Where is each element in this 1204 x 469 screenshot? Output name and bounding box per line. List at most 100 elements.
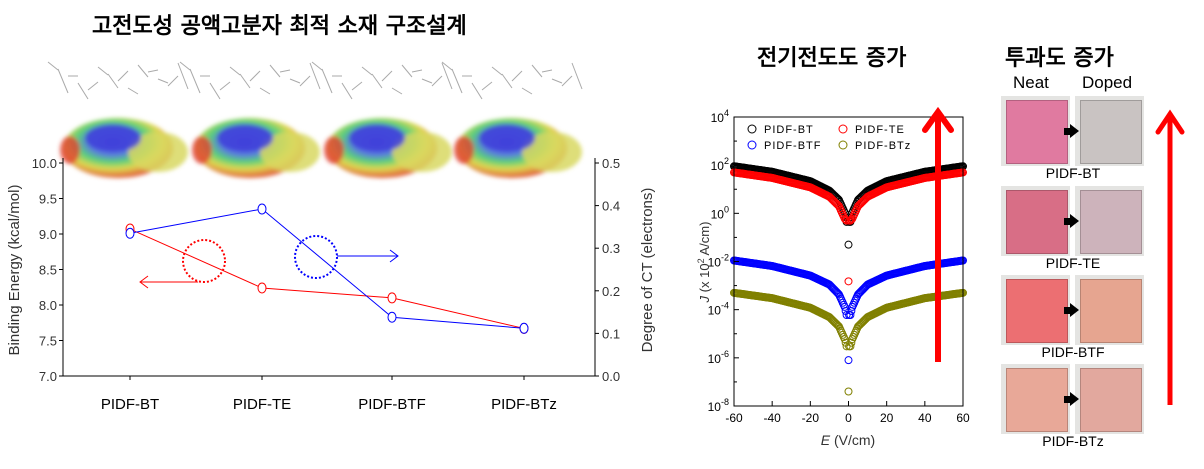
right-title: 투과도 증가 [1005, 46, 1114, 71]
bond-line [321, 68, 333, 94]
conductivity-arrowhead [922, 106, 954, 133]
y-tick-label: 104 [711, 108, 729, 125]
y2-tick-label: 0.4 [602, 199, 620, 214]
x-tick-label: -60 [725, 411, 743, 425]
film-label: PIDF-BTz [1042, 433, 1104, 449]
bond-line [289, 78, 301, 84]
arrow-shaft [1064, 218, 1070, 225]
middle-title: 전기전도도 증가 [757, 46, 907, 71]
data-point [519, 322, 529, 334]
molecule-3 [311, 61, 453, 100]
bond-line [531, 64, 543, 78]
bond-line [361, 66, 373, 76]
bond-line [87, 81, 99, 91]
y-tick-label: 9.5 [39, 192, 57, 207]
y-axis-label: Binding Energy (kcal/mol) [6, 185, 23, 356]
doped-header: Doped [1082, 73, 1133, 92]
bond-line [411, 69, 423, 73]
data-point [840, 335, 849, 344]
bond-line [77, 82, 89, 100]
doped-film-photo [1075, 96, 1144, 166]
bond-line [491, 66, 503, 76]
bond-line [371, 73, 383, 89]
bond-line [561, 75, 573, 87]
y-tick-label: 9.0 [39, 227, 57, 242]
molecule-1 [47, 61, 189, 100]
y-tick-label: 100 [711, 204, 729, 221]
bond-line [341, 82, 353, 100]
film-label: PIDF-TE [1045, 255, 1101, 271]
series-line [129, 208, 525, 329]
molecule-2 [179, 61, 321, 100]
binding-energy-chart: 7.0 7.5 8.0 8.5 9.0 9.5 10.0 0.0 0.1 0.2 0.3 0.4 0.5… [6, 156, 656, 413]
bond-line [441, 61, 453, 71]
data-point [842, 311, 851, 320]
x-tick-label: PIDF-BTF [358, 396, 426, 413]
data-point [845, 342, 854, 351]
bond-line [97, 66, 109, 76]
series-PIDF-BTF [730, 256, 967, 365]
neat-film-photo [1001, 275, 1070, 345]
data-point [832, 319, 841, 328]
doped-film-photo [1075, 186, 1144, 256]
x-axis-label: E (V/cm) [821, 432, 875, 448]
y-tick-label: 10-8 [708, 397, 729, 414]
y-tick-label: 8.5 [39, 263, 57, 278]
bond-line [239, 73, 251, 89]
data-point [833, 320, 842, 329]
series-line [129, 228, 525, 329]
y-tick-label: 8.0 [39, 298, 57, 313]
doped-film-photo [1075, 275, 1144, 345]
arrow-right-icon [1070, 303, 1079, 317]
data-point [844, 240, 853, 249]
bond-line [167, 75, 179, 87]
arrow-shaft [1064, 396, 1070, 403]
esp-surface [324, 118, 452, 178]
data-point [840, 302, 849, 311]
bond-line [431, 75, 443, 87]
arrow-right-icon [1070, 392, 1079, 406]
bond-line [481, 81, 493, 91]
bond-line [351, 81, 363, 91]
y2-tick-label: 0.2 [602, 284, 620, 299]
bond-line [249, 70, 261, 82]
bond-line [501, 73, 513, 89]
neat-film-photo [1001, 96, 1070, 166]
legend-marker [747, 140, 757, 150]
bond-line [511, 70, 523, 82]
bond-line [441, 62, 453, 90]
bond-line [311, 61, 323, 71]
bond-line [57, 68, 69, 94]
bond-line [209, 82, 221, 100]
y2-tick-label: 0.3 [602, 241, 620, 256]
bond-line [179, 61, 191, 71]
bond-line [451, 68, 463, 94]
left-title: 고전도성 공액고분자 최적 소재 구조설계 [92, 14, 467, 39]
data-point [257, 282, 267, 294]
film-sample [1080, 190, 1142, 254]
bond-line [127, 87, 139, 95]
bond-line [309, 62, 321, 90]
bond-line [177, 62, 189, 90]
film-sample [1080, 279, 1142, 343]
left-axis-indicator-circle [182, 239, 226, 283]
bond-line [571, 62, 583, 90]
x-tick-label: -20 [802, 411, 820, 425]
left-arrowhead [139, 275, 149, 289]
legend-item: PIDF-BT [747, 124, 813, 136]
series-PIDF-TE [730, 168, 967, 286]
data-point [832, 287, 841, 296]
bond-line [157, 78, 169, 84]
esp-surface [60, 118, 188, 178]
series-PIDF-BTz [730, 288, 967, 396]
y2-axis-label: Degree of CT (electrons) [639, 188, 656, 353]
legend-label: PIDF-BTF [764, 140, 822, 152]
bond-line [147, 69, 159, 73]
data-point [387, 292, 397, 304]
film-sample [1006, 100, 1068, 164]
film-sample [1006, 279, 1068, 343]
data-point [842, 216, 851, 225]
legend-marker [747, 124, 757, 134]
bond-line [541, 69, 553, 73]
